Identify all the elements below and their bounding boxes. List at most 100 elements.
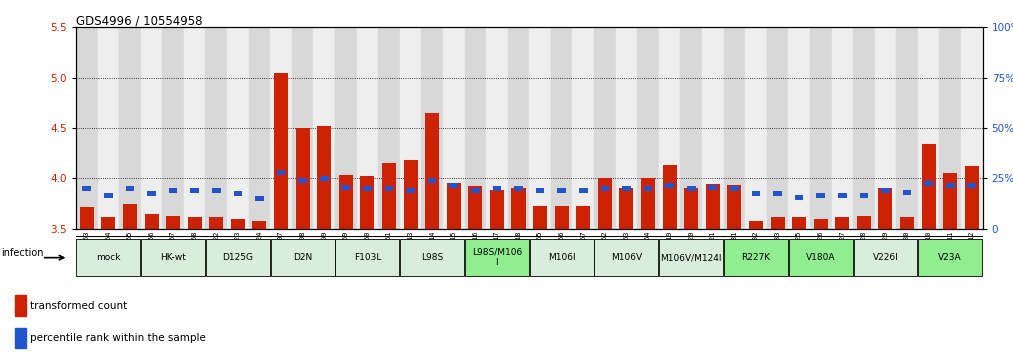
Bar xyxy=(427,178,437,183)
Bar xyxy=(508,27,529,229)
Bar xyxy=(860,193,868,199)
Bar xyxy=(80,207,94,229)
FancyBboxPatch shape xyxy=(659,239,723,276)
Bar xyxy=(551,27,572,229)
FancyBboxPatch shape xyxy=(141,239,205,276)
Bar xyxy=(752,191,761,196)
Bar xyxy=(252,221,266,229)
FancyBboxPatch shape xyxy=(206,239,269,276)
Bar xyxy=(406,188,415,193)
Bar xyxy=(903,190,912,195)
Text: transformed count: transformed count xyxy=(30,301,128,311)
Text: V180A: V180A xyxy=(806,253,836,262)
Bar xyxy=(231,219,245,229)
Bar xyxy=(792,217,806,229)
FancyBboxPatch shape xyxy=(270,239,334,276)
Bar xyxy=(967,183,977,188)
Text: D125G: D125G xyxy=(223,253,253,262)
Bar xyxy=(961,27,983,229)
Bar xyxy=(169,188,177,193)
Bar xyxy=(145,213,159,229)
Bar xyxy=(730,186,738,191)
Bar xyxy=(594,27,616,229)
Bar xyxy=(702,27,723,229)
Bar xyxy=(292,27,313,229)
Text: GDS4996 / 10554958: GDS4996 / 10554958 xyxy=(76,14,203,27)
Bar xyxy=(795,195,803,200)
Bar xyxy=(465,27,486,229)
Bar xyxy=(190,188,199,193)
Bar xyxy=(918,27,939,229)
Bar xyxy=(788,27,810,229)
Bar xyxy=(425,113,440,229)
Bar xyxy=(576,205,591,229)
Bar xyxy=(341,185,350,191)
Bar xyxy=(270,27,292,229)
FancyBboxPatch shape xyxy=(789,239,853,276)
Bar xyxy=(723,27,746,229)
Bar xyxy=(120,27,141,229)
Bar xyxy=(622,186,631,191)
Bar xyxy=(579,188,588,193)
Bar xyxy=(15,295,26,316)
Text: L98S/M106
I: L98S/M106 I xyxy=(472,248,522,268)
FancyBboxPatch shape xyxy=(465,239,529,276)
Bar xyxy=(141,27,162,229)
Bar xyxy=(874,27,897,229)
Bar xyxy=(922,144,936,229)
Bar xyxy=(378,27,400,229)
Bar xyxy=(512,188,526,229)
Bar xyxy=(166,216,180,229)
Bar xyxy=(900,217,914,229)
Bar xyxy=(447,183,461,229)
Bar xyxy=(212,188,221,193)
Bar xyxy=(881,188,889,193)
Bar xyxy=(234,191,242,196)
Bar xyxy=(658,27,681,229)
Bar xyxy=(641,178,655,229)
Text: percentile rank within the sample: percentile rank within the sample xyxy=(30,333,207,343)
Bar xyxy=(492,186,501,191)
Bar xyxy=(598,178,612,229)
Bar xyxy=(643,186,652,191)
Bar xyxy=(727,185,742,229)
FancyBboxPatch shape xyxy=(918,239,983,276)
Bar xyxy=(275,73,288,229)
Bar xyxy=(515,186,523,191)
Bar xyxy=(82,186,91,191)
Bar xyxy=(210,217,223,229)
Bar xyxy=(681,27,702,229)
Bar xyxy=(767,27,788,229)
Bar xyxy=(313,27,335,229)
Bar xyxy=(104,193,112,199)
Bar xyxy=(749,221,763,229)
Text: R227K: R227K xyxy=(742,253,771,262)
Bar xyxy=(162,27,184,229)
Bar xyxy=(572,27,594,229)
Bar xyxy=(357,27,378,229)
Bar xyxy=(663,165,677,229)
Text: HK-wt: HK-wt xyxy=(160,253,186,262)
Bar xyxy=(450,183,458,188)
Bar xyxy=(338,175,353,229)
Bar xyxy=(385,186,393,191)
Bar xyxy=(468,186,482,229)
Bar xyxy=(317,126,331,229)
Bar xyxy=(400,27,421,229)
Text: M106I: M106I xyxy=(548,253,575,262)
Bar xyxy=(187,217,202,229)
Bar xyxy=(816,193,825,199)
Text: F103L: F103L xyxy=(354,253,381,262)
Bar xyxy=(486,27,508,229)
Bar xyxy=(813,219,828,229)
Bar xyxy=(490,191,503,229)
FancyBboxPatch shape xyxy=(76,239,141,276)
Bar xyxy=(335,27,357,229)
Text: D2N: D2N xyxy=(293,253,312,262)
Bar xyxy=(320,176,328,182)
Bar xyxy=(382,163,396,229)
Bar xyxy=(206,27,227,229)
Bar xyxy=(147,191,156,196)
FancyBboxPatch shape xyxy=(530,239,594,276)
Bar xyxy=(939,27,961,229)
